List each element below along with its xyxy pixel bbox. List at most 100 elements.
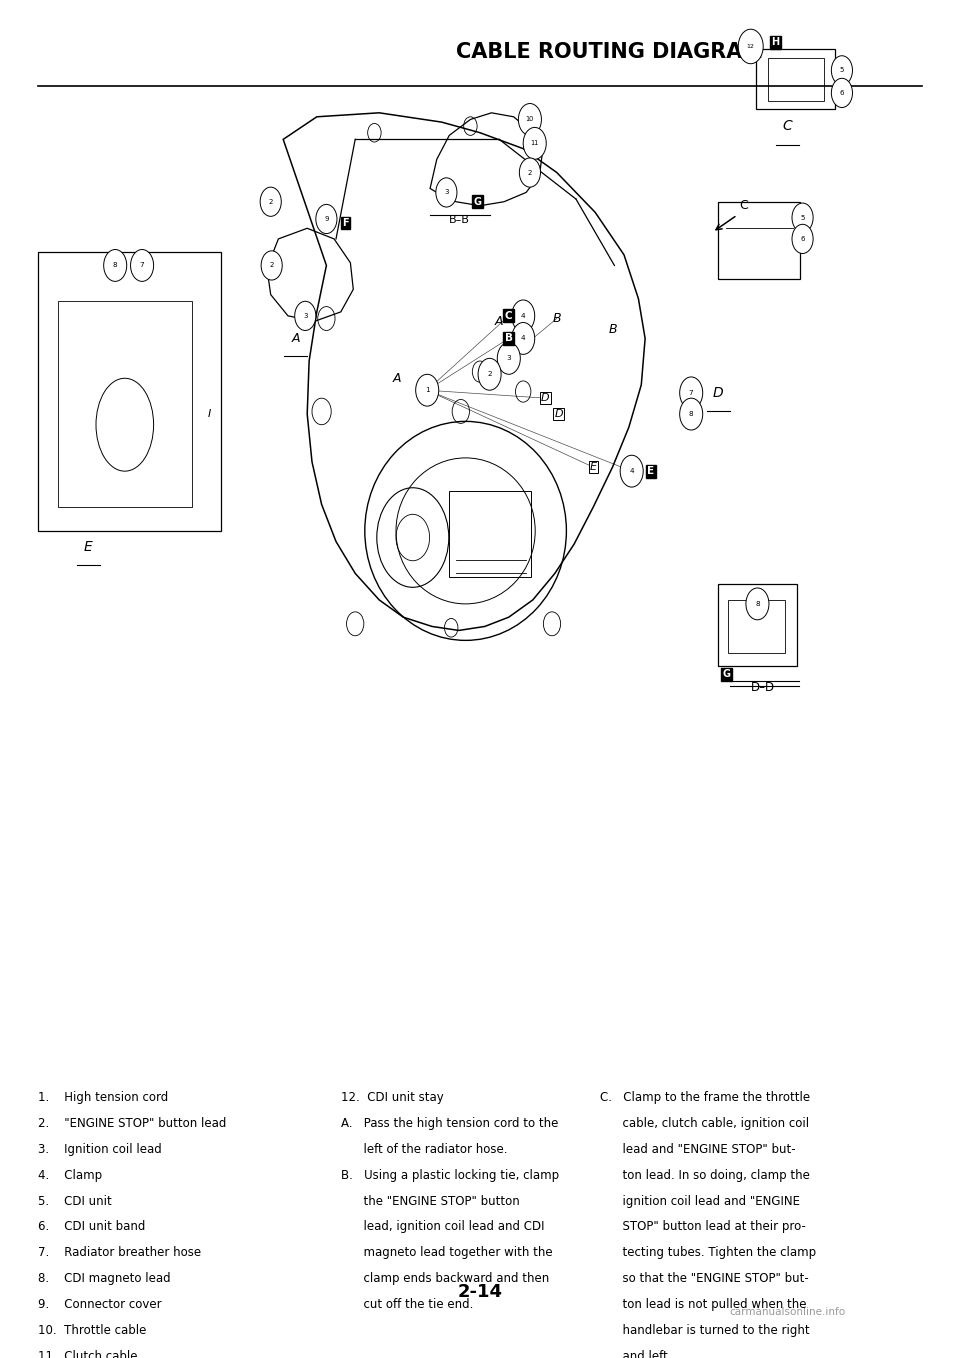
- Text: 1.    High tension cord: 1. High tension cord: [38, 1090, 169, 1104]
- Circle shape: [746, 588, 769, 619]
- Circle shape: [512, 322, 535, 354]
- Text: D: D: [712, 386, 724, 399]
- Text: 10: 10: [526, 117, 534, 122]
- Text: 4: 4: [630, 469, 634, 474]
- Text: B.   Using a plastic locking tie, clamp: B. Using a plastic locking tie, clamp: [341, 1169, 559, 1181]
- Text: 6: 6: [801, 236, 804, 242]
- Circle shape: [478, 359, 501, 390]
- Text: E: E: [589, 462, 597, 473]
- Text: 11: 11: [531, 140, 539, 147]
- Text: B: B: [553, 312, 561, 325]
- Text: carmanualsonline.info: carmanualsonline.info: [730, 1306, 845, 1317]
- Text: cut off the tie end.: cut off the tie end.: [341, 1298, 473, 1310]
- Text: left of the radiator hose.: left of the radiator hose.: [341, 1142, 507, 1156]
- Text: 3: 3: [507, 356, 511, 361]
- Text: 8: 8: [689, 411, 693, 417]
- Text: 8.    CDI magneto lead: 8. CDI magneto lead: [38, 1272, 171, 1285]
- Text: 11.  Clutch cable: 11. Clutch cable: [38, 1350, 138, 1358]
- Text: 7: 7: [140, 262, 144, 269]
- Text: A: A: [292, 331, 300, 345]
- Text: E: E: [84, 540, 93, 554]
- Circle shape: [523, 128, 546, 159]
- Text: lead, ignition coil lead and CDI: lead, ignition coil lead and CDI: [341, 1221, 544, 1233]
- Circle shape: [519, 158, 540, 187]
- Circle shape: [831, 79, 852, 107]
- Text: and left.: and left.: [600, 1350, 671, 1358]
- Text: STOP" button lead at their pro-: STOP" button lead at their pro-: [600, 1221, 805, 1233]
- Text: magneto lead together with the: magneto lead together with the: [341, 1247, 552, 1259]
- Text: 9.    Connector cover: 9. Connector cover: [38, 1298, 162, 1310]
- Text: I: I: [207, 409, 211, 420]
- Text: 9: 9: [324, 216, 328, 221]
- Circle shape: [436, 178, 457, 206]
- Text: C.   Clamp to the frame the throttle: C. Clamp to the frame the throttle: [600, 1090, 810, 1104]
- Text: 5.    CDI unit: 5. CDI unit: [38, 1195, 112, 1207]
- Circle shape: [738, 30, 763, 64]
- Circle shape: [518, 103, 541, 136]
- Circle shape: [260, 187, 281, 216]
- Text: ignition coil lead and "ENGINE: ignition coil lead and "ENGINE: [600, 1195, 800, 1207]
- Text: G: G: [723, 669, 731, 679]
- Circle shape: [680, 378, 703, 409]
- Text: 7: 7: [689, 390, 693, 397]
- Text: A.   Pass the high tension cord to the: A. Pass the high tension cord to the: [341, 1116, 558, 1130]
- Text: F: F: [343, 219, 348, 228]
- Text: E: E: [647, 466, 655, 477]
- Circle shape: [104, 250, 127, 281]
- Text: C: C: [505, 311, 513, 320]
- Circle shape: [497, 342, 520, 375]
- Circle shape: [831, 56, 852, 86]
- Circle shape: [416, 375, 439, 406]
- Text: cable, clutch cable, ignition coil: cable, clutch cable, ignition coil: [600, 1116, 809, 1130]
- Circle shape: [792, 204, 813, 232]
- Text: B: B: [505, 334, 513, 344]
- Text: 3: 3: [303, 312, 307, 319]
- Text: 2: 2: [270, 262, 274, 269]
- Text: 4: 4: [521, 312, 525, 319]
- Text: B–B: B–B: [448, 215, 469, 225]
- Text: D: D: [541, 394, 549, 403]
- Text: 3: 3: [444, 190, 448, 196]
- Text: 2: 2: [269, 198, 273, 205]
- Text: the "ENGINE STOP" button: the "ENGINE STOP" button: [341, 1195, 519, 1207]
- Text: tecting tubes. Tighten the clamp: tecting tubes. Tighten the clamp: [600, 1247, 816, 1259]
- Text: A: A: [393, 372, 400, 384]
- Text: 6: 6: [840, 90, 844, 96]
- Text: 4.    Clamp: 4. Clamp: [38, 1169, 103, 1181]
- Text: 3.    Ignition coil lead: 3. Ignition coil lead: [38, 1142, 162, 1156]
- Circle shape: [792, 224, 813, 254]
- Text: clamp ends backward and then: clamp ends backward and then: [341, 1272, 549, 1285]
- Text: 2: 2: [528, 170, 532, 175]
- Circle shape: [620, 455, 643, 488]
- Text: 5: 5: [840, 68, 844, 73]
- Text: C: C: [739, 200, 748, 212]
- Text: lead and "ENGINE STOP" but-: lead and "ENGINE STOP" but-: [600, 1142, 796, 1156]
- Text: C: C: [782, 120, 792, 133]
- Text: handlebar is turned to the right: handlebar is turned to the right: [600, 1324, 809, 1336]
- Text: 5: 5: [801, 215, 804, 220]
- Text: A: A: [495, 315, 503, 327]
- Text: 12: 12: [747, 43, 755, 49]
- Text: 8: 8: [113, 262, 117, 269]
- Text: so that the "ENGINE STOP" but-: so that the "ENGINE STOP" but-: [600, 1272, 808, 1285]
- Text: B: B: [609, 323, 616, 335]
- Circle shape: [680, 398, 703, 430]
- Text: H: H: [772, 38, 780, 48]
- Text: ton lead. In so doing, clamp the: ton lead. In so doing, clamp the: [600, 1169, 810, 1181]
- Text: 7.    Radiator breather hose: 7. Radiator breather hose: [38, 1247, 202, 1259]
- Text: 4: 4: [521, 335, 525, 341]
- Text: CABLE ROUTING DIAGRAM: CABLE ROUTING DIAGRAM: [456, 42, 763, 62]
- Text: D: D: [555, 409, 563, 420]
- Text: D–D: D–D: [751, 680, 776, 694]
- Text: 8: 8: [756, 600, 759, 607]
- Text: 2: 2: [488, 371, 492, 378]
- Text: 6.    CDI unit band: 6. CDI unit band: [38, 1221, 146, 1233]
- Text: 10.  Throttle cable: 10. Throttle cable: [38, 1324, 147, 1336]
- Text: 2.    "ENGINE STOP" button lead: 2. "ENGINE STOP" button lead: [38, 1116, 227, 1130]
- Circle shape: [512, 300, 535, 331]
- Text: ton lead is not pulled when the: ton lead is not pulled when the: [600, 1298, 806, 1310]
- Circle shape: [316, 205, 337, 234]
- Circle shape: [131, 250, 154, 281]
- Text: 12.  CDI unit stay: 12. CDI unit stay: [341, 1090, 444, 1104]
- Text: 2-14: 2-14: [458, 1283, 502, 1301]
